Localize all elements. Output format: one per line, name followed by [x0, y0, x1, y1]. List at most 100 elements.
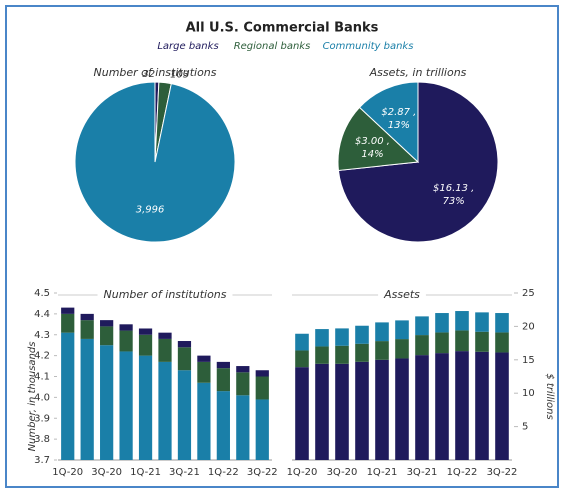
- frame: [5, 5, 559, 488]
- y-tick-label: 15: [522, 355, 535, 366]
- bar-segment: [455, 330, 469, 352]
- percent-label: 73%: [443, 196, 465, 207]
- x-tick-label: 1Q-21: [367, 467, 398, 478]
- bar-segment: [435, 313, 449, 333]
- y-axis-label: Number, in thousands: [27, 342, 38, 452]
- y-tick-label: 4.5: [34, 288, 50, 299]
- x-tick-label: 1Q-22: [208, 467, 239, 478]
- bar-segment: [158, 361, 172, 460]
- bar-segment: [315, 346, 329, 364]
- y-tick-label: 3.9: [34, 413, 50, 424]
- bar-segment: [61, 313, 75, 333]
- bar-segment: [255, 399, 269, 460]
- data-label: $3.00 ,: [355, 136, 390, 147]
- bar-segment: [355, 343, 369, 362]
- bar-segment: [236, 366, 250, 373]
- y-tick-label: 4.1: [34, 372, 50, 383]
- bar-segment: [395, 339, 409, 359]
- pie-slice: [337, 106, 420, 171]
- y-tick-label: 4.2: [34, 351, 50, 362]
- bar-segment: [255, 376, 269, 400]
- x-tick-label: 1Q-20: [287, 467, 318, 478]
- bar-segment: [177, 347, 192, 371]
- bar-segment: [455, 351, 469, 460]
- bar-segment: [236, 372, 250, 396]
- bar-segment: [100, 320, 114, 327]
- data-label: $16.13 ,: [433, 183, 474, 194]
- legend-entry: Regional banks: [234, 41, 311, 52]
- x-tick-label: 3Q-20: [91, 467, 122, 478]
- bar-segment: [138, 334, 153, 356]
- data-label: 32: [142, 69, 155, 80]
- bar-segment: [355, 325, 369, 344]
- bar-segment: [119, 324, 133, 331]
- y-tick-label: 20: [522, 321, 535, 332]
- bar-segment: [395, 320, 409, 340]
- bar-segment: [197, 361, 211, 383]
- x-tick-label: 1Q-22: [447, 467, 478, 478]
- y-tick-label: 4.0: [34, 392, 50, 403]
- pie-slice: [74, 81, 236, 243]
- bar-segment: [435, 332, 449, 354]
- bar-segment: [375, 359, 389, 460]
- bar-segment: [80, 320, 94, 339]
- bar-segment: [375, 341, 389, 360]
- bar-segment: [80, 313, 94, 321]
- bar-segment: [315, 329, 329, 347]
- x-tick-label: 3Q-22: [487, 467, 518, 478]
- y-tick-label: 25: [522, 288, 535, 299]
- bar-segment: [495, 352, 509, 460]
- y-tick-label: 4.3: [34, 330, 50, 341]
- y-axis-label: $ trillions: [544, 373, 555, 419]
- bar-segment: [295, 350, 309, 368]
- bar-segment: [216, 368, 230, 392]
- bar-segment: [216, 361, 230, 369]
- bar-segment: [455, 311, 469, 331]
- legend-entry: Large banks: [157, 41, 218, 52]
- bar-segment: [119, 330, 133, 352]
- y-tick-label: 3.7: [34, 455, 50, 466]
- bar-segment: [295, 367, 309, 460]
- bar-segment: [495, 313, 509, 333]
- percent-label: 13%: [388, 120, 410, 131]
- x-tick-label: 1Q-21: [130, 467, 161, 478]
- y-tick-label: 5: [522, 422, 528, 433]
- chart-title: Number of institutions: [104, 288, 227, 301]
- bar-segment: [61, 307, 75, 314]
- bar-segment: [315, 363, 329, 460]
- bar-segment: [415, 316, 429, 336]
- pie-title: Assets, in trillions: [369, 66, 467, 79]
- bar-segment: [138, 355, 153, 460]
- y-tick-label: 3.8: [34, 434, 50, 445]
- bar-segment: [355, 361, 369, 460]
- bar-segment: [80, 338, 94, 460]
- data-label: 3,996: [136, 205, 165, 216]
- x-tick-label: 1Q-20: [52, 467, 83, 478]
- bar-segment: [177, 341, 192, 348]
- data-label: 103: [170, 70, 189, 81]
- bar-segment: [395, 358, 409, 460]
- bar-segment: [335, 328, 349, 346]
- bar-segment: [158, 338, 172, 362]
- bar-segment: [177, 370, 192, 460]
- bar-segment: [255, 370, 269, 377]
- y-tick-label: 4.4: [34, 309, 50, 320]
- bar-segment: [158, 332, 172, 339]
- bar-segment: [415, 355, 429, 460]
- bar-segment: [475, 312, 489, 332]
- pie-title: Number of institutions: [94, 66, 217, 79]
- chart-title: Assets: [383, 288, 420, 301]
- bar-segment: [475, 351, 489, 460]
- bar-segment: [435, 353, 449, 460]
- figure-title: All U.S. Commercial Banks: [186, 21, 379, 36]
- bar-segment: [197, 355, 211, 362]
- pie-slice: [358, 81, 419, 164]
- x-tick-label: 3Q-21: [169, 467, 200, 478]
- bar-segment: [295, 333, 309, 351]
- x-tick-label: 3Q-22: [247, 467, 278, 478]
- bar-segment: [335, 363, 349, 460]
- bar-segment: [236, 395, 250, 460]
- percent-label: 14%: [361, 149, 383, 160]
- bar-segment: [61, 332, 75, 460]
